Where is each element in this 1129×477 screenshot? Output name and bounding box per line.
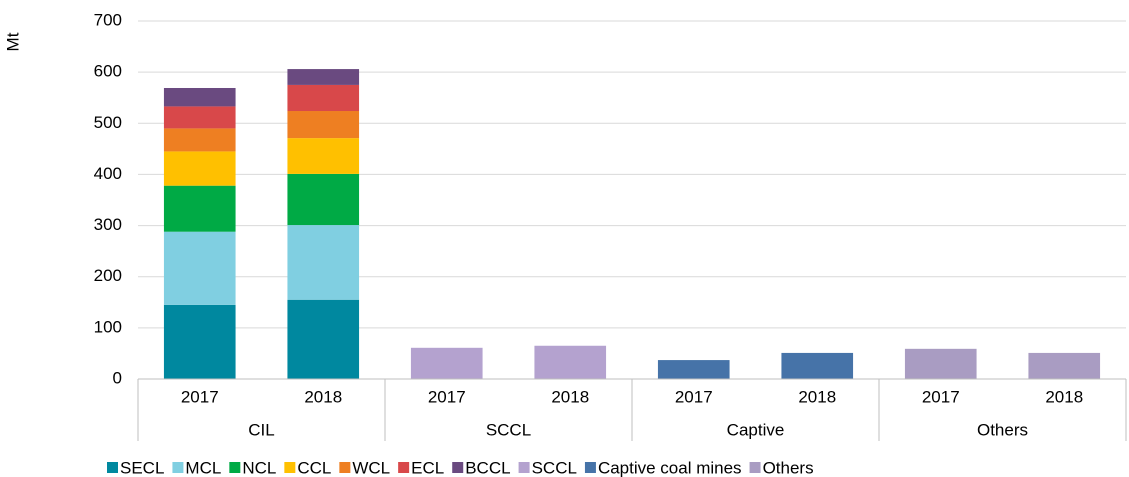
bar-segment [163,87,236,107]
legend-label: BCCL [465,458,510,477]
group-label: CIL [248,420,274,439]
legend-swatch [518,462,530,473]
legend-label: WCL [352,458,390,477]
bar-segment [534,345,607,379]
bar-segment [287,225,360,300]
bar-segment [287,84,360,112]
legend-label: ECL [411,458,444,477]
bar-segment [163,151,236,186]
legend-label: Others [763,458,814,477]
legend-swatch [172,462,184,473]
bar-segment [904,348,977,379]
legend-swatch [284,462,296,473]
bar-segment [287,69,360,85]
y-tick-label: 0 [113,368,122,387]
bar-segment [163,128,236,152]
y-tick-label: 400 [94,164,122,183]
legend-swatch [229,462,241,473]
group-label: SCCL [486,420,531,439]
bar-segment [163,304,236,379]
y-tick-label: 500 [94,113,122,132]
bar-segment [781,352,854,379]
legend-swatch [339,462,351,473]
bar-segment [657,360,730,379]
y-tick-label: 300 [94,215,122,234]
bar-segment [163,106,236,129]
bar-segment [287,111,360,139]
bar-segment [287,173,360,226]
x-tick-label: 2018 [798,387,836,406]
legend-label: MCL [185,458,221,477]
y-axis-label: Mt [3,32,22,51]
legend-swatch [107,462,118,473]
bar-segment [287,138,360,174]
legend-swatch [584,462,596,473]
y-tick-label: 700 [94,10,122,29]
bar-segment [163,231,236,305]
x-tick-label: 2018 [1045,387,1083,406]
group-label: Others [977,420,1028,439]
x-tick-label: 2017 [922,387,960,406]
x-tick-label: 2017 [181,387,219,406]
legend-swatch [452,462,464,473]
legend-label: SECL [120,458,164,477]
y-tick-label: 100 [94,317,122,336]
x-tick-label: 2017 [675,387,713,406]
x-tick-label: 2018 [551,387,589,406]
x-tick-label: 2018 [304,387,342,406]
bar-segment [287,299,360,379]
group-label: Captive [727,420,785,439]
y-tick-label: 200 [94,266,122,285]
legend-label: Captive coal mines [598,458,742,477]
bar-segment [410,347,483,379]
bar-segment [1028,352,1101,379]
legend-label: SCCL [532,458,577,477]
bar-segment [163,185,236,232]
y-tick-label: 600 [94,62,122,81]
legend-label: NCL [242,458,276,477]
x-tick-label: 2017 [428,387,466,406]
legend-swatch [749,462,761,473]
legend-label: CCL [297,458,331,477]
legend-swatch [398,462,410,473]
